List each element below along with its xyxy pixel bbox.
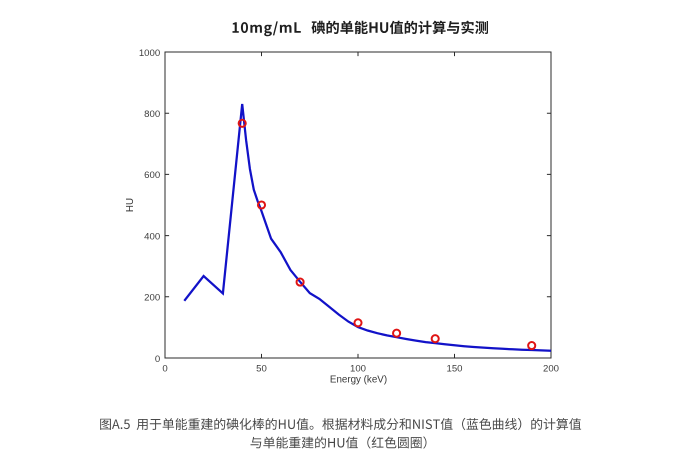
svg-text:0: 0 [155,354,160,365]
svg-text:0: 0 [162,364,167,375]
svg-text:600: 600 [144,170,160,181]
svg-text:400: 400 [144,231,160,242]
svg-text:HU: HU [125,198,136,212]
svg-text:1000: 1000 [139,48,160,59]
svg-text:Energy (keV): Energy (keV) [330,375,387,386]
svg-text:800: 800 [144,109,160,120]
svg-text:50: 50 [256,364,267,375]
svg-text:100: 100 [350,364,366,375]
svg-text:150: 150 [446,364,462,375]
svg-text:200: 200 [543,364,559,375]
svg-text:200: 200 [144,293,160,304]
